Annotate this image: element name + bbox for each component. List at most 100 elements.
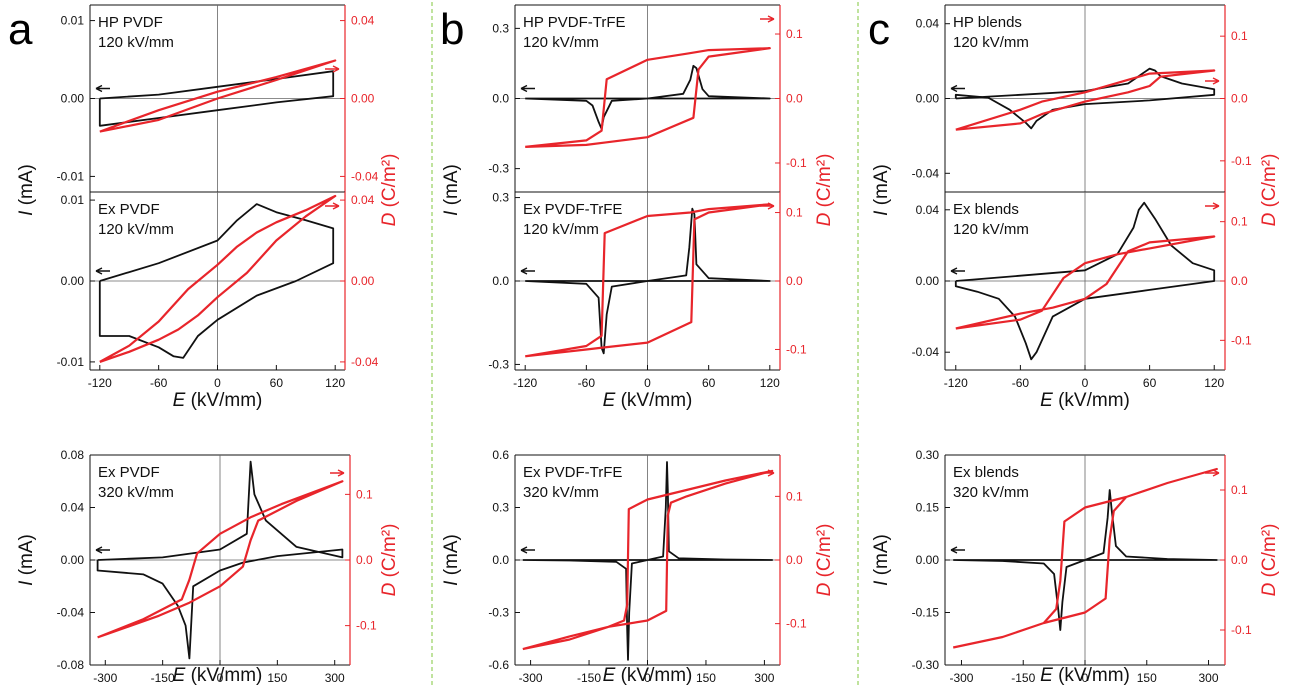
chart-c2: -0.04 0.00 0.04 -0.1 0.0 0.1 -120 -60 0 60 120 Ex b…	[912, 191, 1252, 390]
y-tick-label: 0.3	[492, 191, 509, 205]
arrow-right-icon	[760, 15, 775, 23]
x-tick-label: -120	[944, 376, 968, 390]
y2-tick-label: -0.1	[786, 617, 807, 631]
arrow-right-icon	[1205, 469, 1220, 477]
y-tick-label: -0.3	[488, 162, 509, 176]
y-tick-label: -0.6	[488, 658, 509, 672]
y-tick-label: 0.6	[492, 448, 509, 462]
y-tick-label: 0.3	[492, 21, 509, 35]
panel-title: Ex blends	[953, 464, 1019, 481]
arrow-left-icon	[520, 267, 535, 275]
displacement-series	[97, 480, 344, 639]
current-axis-label: I (mA)	[871, 534, 892, 586]
chart-a1: -0.01 0.00 0.01 -0.04 0.00 0.04 HP PVDF 120 kV/…	[57, 4, 379, 193]
x-tick-label: -120	[513, 376, 537, 390]
y-tick-label: -0.01	[57, 355, 85, 369]
chart-b1: -0.3 0.0 0.3 -0.1 0.0 0.1 HP PVDF-TrFE 120 kV/m…	[488, 4, 807, 193]
arrow-left-icon	[95, 546, 110, 554]
column-letter-c: c	[868, 5, 890, 54]
current-series	[953, 489, 1218, 631]
y-tick-label: 0.15	[916, 501, 940, 515]
current-axis-label: I (mA)	[441, 164, 462, 216]
field-axis-label: E (kV/mm)	[173, 665, 263, 686]
arrow-left-icon	[950, 267, 965, 275]
y2-tick-label: 0.04	[351, 193, 375, 207]
x-tick-label: 0	[1082, 376, 1089, 390]
current-series	[954, 201, 1216, 361]
x-tick-label: -300	[93, 671, 117, 685]
x-tick-label: 0	[214, 376, 221, 390]
arrow-right-icon	[760, 469, 775, 477]
chart-b2: -0.3 0.0 0.3 -0.1 0.0 0.1 -120 -60 0 60 120 Ex PVDF…	[488, 191, 807, 390]
y-tick-label: 0.3	[492, 501, 509, 515]
current-series	[525, 64, 771, 130]
y2-tick-label: -0.04	[351, 355, 379, 369]
current-series	[954, 67, 1216, 130]
displacement-series	[952, 467, 1218, 649]
x-tick-label: 0	[217, 671, 224, 685]
panel-title: 120 kV/mm	[953, 34, 1029, 51]
panel-title: 120 kV/mm	[98, 221, 174, 238]
x-tick-label: 120	[325, 376, 345, 390]
y2-tick-label: 0.0	[786, 274, 803, 288]
panel-title: Ex PVDF	[98, 201, 160, 218]
x-tick-label: -120	[88, 376, 112, 390]
y-tick-label: -0.08	[57, 658, 85, 672]
y-tick-label: 0.01	[61, 193, 85, 207]
y2-tick-label: 0.0	[786, 92, 803, 106]
y2-tick-label: -0.1	[356, 619, 377, 633]
y-tick-label: 0.08	[61, 448, 85, 462]
panel-title: HP PVDF-TrFE	[523, 14, 626, 31]
x-tick-label: 0	[1082, 671, 1089, 685]
displacement-series	[99, 194, 337, 363]
arrow-right-icon	[1205, 202, 1220, 210]
panel-title: Ex PVDF-TrFE	[523, 464, 622, 481]
y2-tick-label: 0.0	[1231, 274, 1248, 288]
x-tick-label: -60	[1012, 376, 1030, 390]
x-tick-label: 150	[267, 671, 287, 685]
current-series	[98, 203, 335, 359]
arrow-right-icon	[330, 469, 345, 477]
displacement-series	[99, 59, 337, 133]
y2-tick-label: 0.00	[351, 92, 375, 106]
x-tick-label: 60	[1143, 376, 1157, 390]
y-tick-label: -0.30	[912, 658, 940, 672]
y2-tick-label: -0.1	[1231, 154, 1252, 168]
x-tick-label: -150	[151, 671, 175, 685]
y2-tick-label: -0.1	[1231, 623, 1252, 637]
panel-title: Ex PVDF	[98, 464, 160, 481]
arrow-right-icon	[325, 65, 340, 73]
current-axis-label: I (mA)	[16, 534, 37, 586]
field-axis-label: E (kV/mm)	[173, 390, 263, 411]
x-tick-label: 300	[754, 671, 774, 685]
y-tick-label: -0.01	[57, 169, 85, 183]
column-letter-b: b	[440, 5, 464, 54]
y2-tick-label: 0.0	[786, 553, 803, 567]
current-axis-label: I (mA)	[16, 164, 37, 216]
displacement-axis-label: D (C/m²)	[1259, 154, 1280, 227]
y2-tick-label: 0.04	[351, 14, 375, 28]
displacement-axis-label: D (C/m²)	[814, 524, 835, 597]
field-axis-label: E (kV/mm)	[603, 390, 693, 411]
current-series	[98, 70, 335, 127]
y-tick-label: -0.15	[912, 606, 940, 620]
chart-c1: -0.04 0.00 0.04 -0.1 0.0 0.1 HP blends 120 kV/m…	[912, 4, 1252, 193]
displacement-axis-label: D (C/m²)	[1259, 524, 1280, 597]
y-tick-label: 0.00	[916, 553, 940, 567]
panel-title: 120 kV/mm	[523, 34, 599, 51]
arrow-right-icon	[760, 202, 775, 210]
displacement-series	[525, 47, 771, 148]
y-tick-label: 0.0	[492, 274, 509, 288]
panel-title: 120 kV/mm	[953, 221, 1029, 238]
x-tick-label: 60	[270, 376, 284, 390]
y-tick-label: 0.00	[916, 274, 940, 288]
x-tick-label: -300	[519, 671, 543, 685]
chart-a2: -0.01 0.00 0.01 -0.04 0.00 0.04 -120 -60 0 60 120 E…	[57, 191, 379, 390]
panel-title: Ex blends	[953, 201, 1019, 218]
field-axis-label: E (kV/mm)	[1040, 665, 1130, 686]
x-tick-label: -60	[150, 376, 168, 390]
y2-tick-label: 0.1	[356, 487, 373, 501]
y2-tick-label: 0.1	[1231, 215, 1248, 229]
y-tick-label: 0.00	[61, 553, 85, 567]
